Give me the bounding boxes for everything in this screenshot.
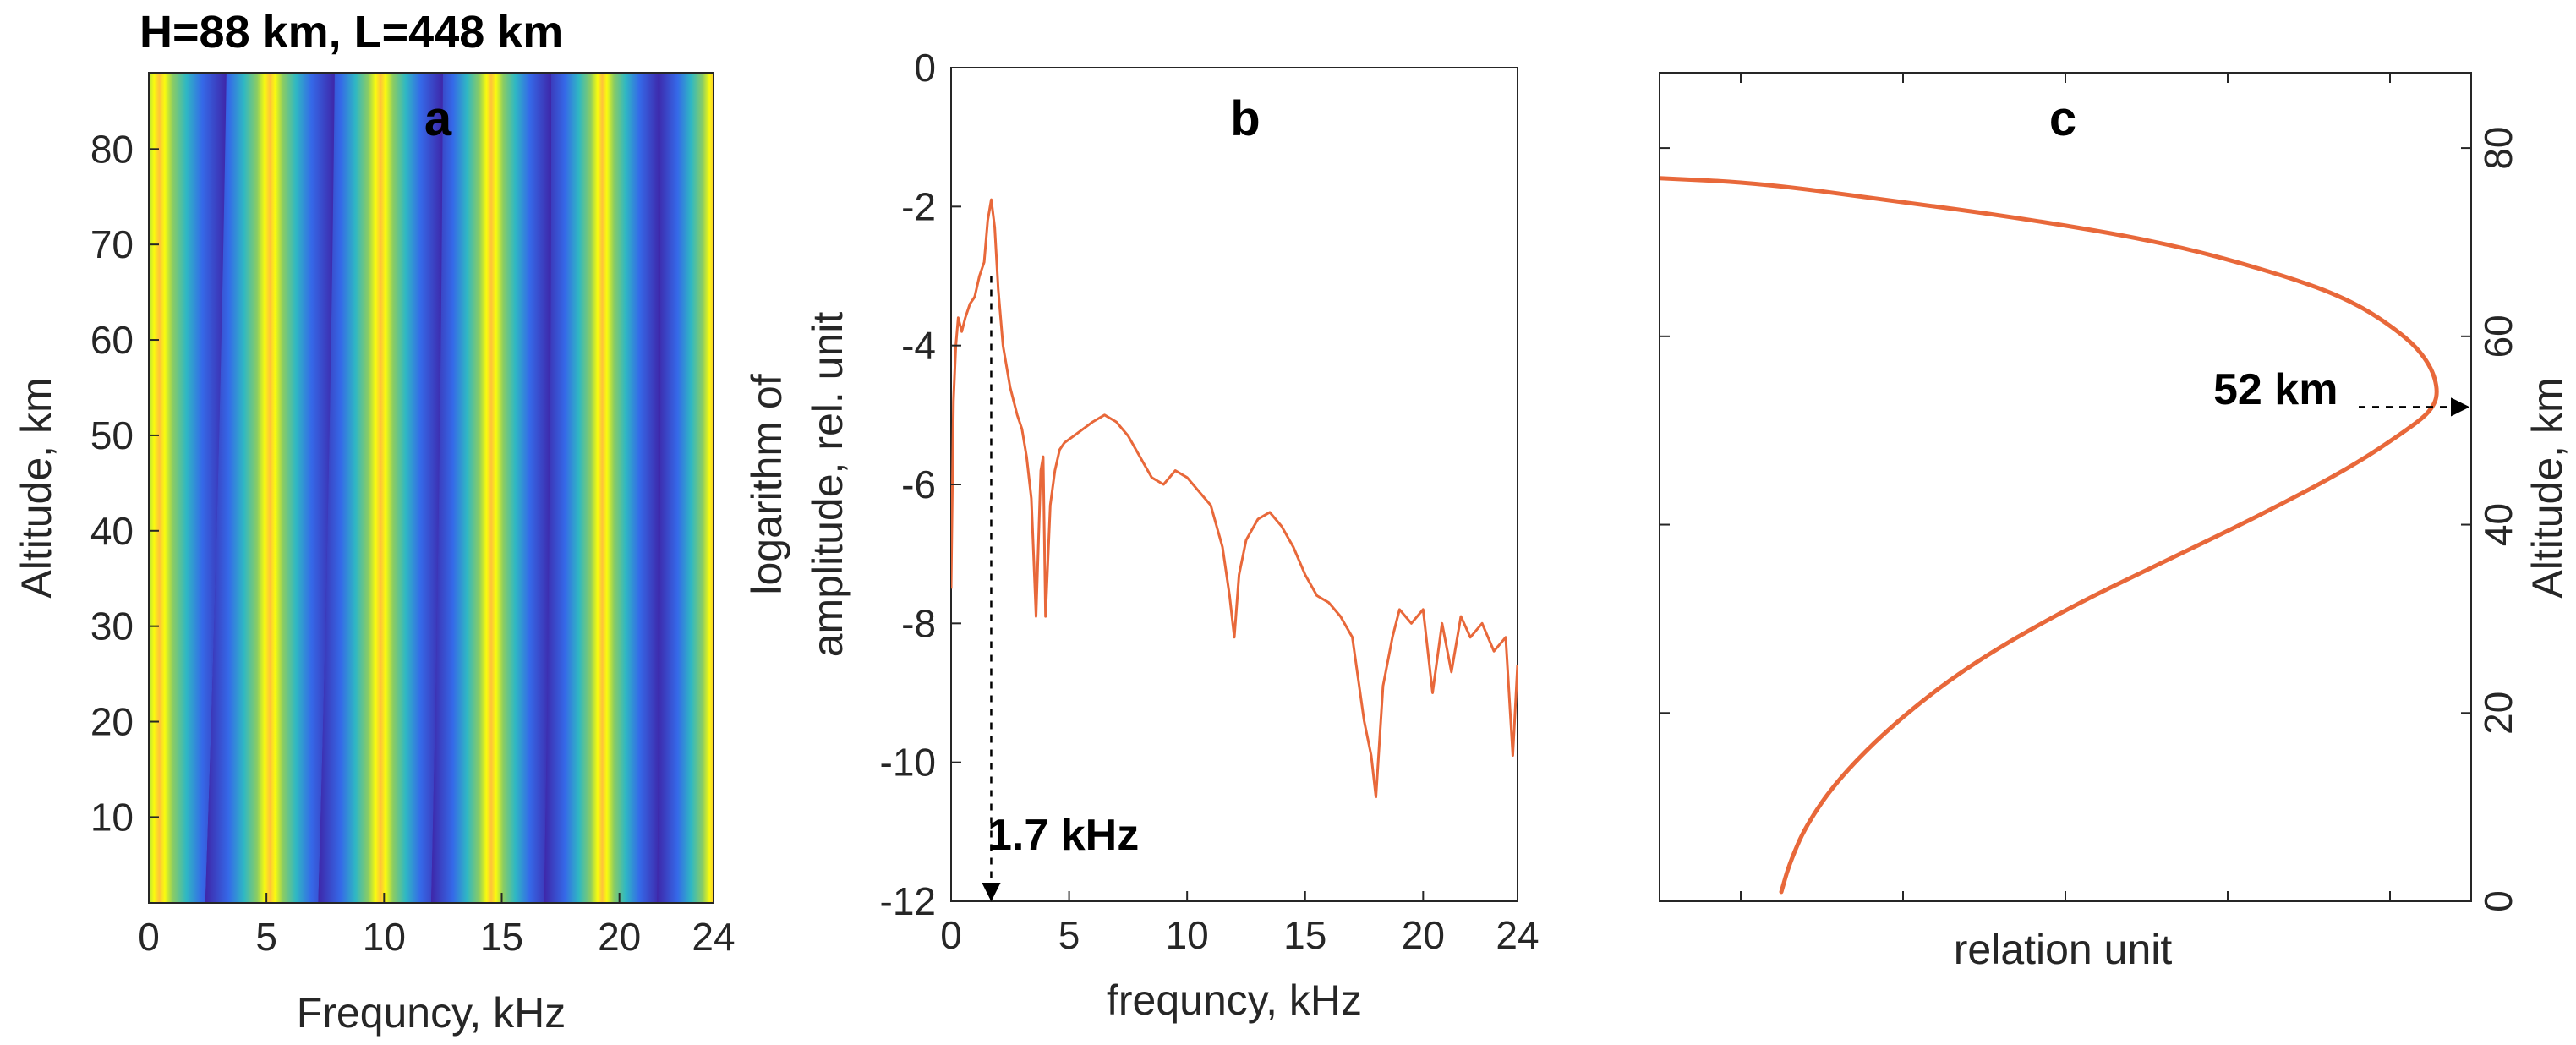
panel-a-title: H=88 km, L=448 km bbox=[139, 7, 563, 57]
panel-a-x-tick-label: 5 bbox=[255, 915, 277, 959]
panel-b-x-tick-label: 5 bbox=[1058, 913, 1080, 957]
panel-a-x-tick-label: 20 bbox=[598, 915, 641, 959]
panel-b-y-tick-label: -8 bbox=[901, 601, 936, 645]
panel-a-frame bbox=[148, 72, 714, 904]
panel-b-y-tick-label: -10 bbox=[880, 741, 936, 785]
panel-b-x-tick-label: 15 bbox=[1283, 913, 1326, 957]
panel-a-y-tick-label: 50 bbox=[90, 413, 134, 457]
panel-b-x-tick-label: 20 bbox=[1402, 913, 1445, 957]
panel-b-y-tick-label: 0 bbox=[914, 46, 936, 90]
panel-b-label: b bbox=[1230, 91, 1260, 146]
panel-b-y-ticks: 0 -2 -4 -6 -8 -10 -12 bbox=[880, 46, 961, 923]
peak-altitude-annotation: 52 km bbox=[2213, 365, 2338, 414]
panel-a-x-ticks: 0 5 10 15 20 24 bbox=[138, 893, 736, 959]
panel-a-y-tick-label: 20 bbox=[90, 700, 134, 744]
panel-b-frame bbox=[950, 67, 1518, 902]
panel-a-label: a bbox=[424, 91, 452, 146]
panel-a-y-tick-label: 10 bbox=[90, 795, 134, 839]
panel-a-y-tick-label: 80 bbox=[90, 127, 134, 171]
heatmap-band bbox=[318, 73, 443, 903]
panel-b-x-ticks: 0 5 10 15 20 24 bbox=[940, 891, 1540, 957]
panel-a-y-tick-label: 40 bbox=[90, 509, 134, 553]
panel-c-label: c bbox=[2049, 91, 2076, 146]
panel-b-y-tick-label: -4 bbox=[901, 324, 936, 368]
panel-b-x-axis-label: frequncy, kHz bbox=[1107, 977, 1362, 1024]
altitude-profile-line bbox=[1660, 176, 2439, 895]
panel-c-frame bbox=[1659, 72, 2472, 902]
panel-a-x-tick-label: 10 bbox=[363, 915, 406, 959]
panel-b-y-tick-label: -12 bbox=[880, 879, 936, 923]
panel-a-x-axis-label: Frequncy, kHz bbox=[297, 989, 566, 1037]
panel-a-y-axis-label: Altitude, km bbox=[13, 377, 60, 598]
panel-b-y-tick-label: -2 bbox=[901, 184, 936, 228]
panel-c-y-tick-label: 20 bbox=[2476, 692, 2520, 735]
heatmap-band bbox=[431, 73, 551, 903]
heatmap-band bbox=[657, 73, 714, 903]
panel-a-x-tick-label: 0 bbox=[138, 915, 160, 959]
panel-c-y-axis-label: Altitude, km bbox=[2524, 377, 2571, 598]
panel-a: H=88 km, L=448 km a 0 5 10 15 20 24 10 20 30 40 5… bbox=[13, 7, 736, 1037]
panel-b-x-tick-label: 0 bbox=[940, 913, 962, 957]
panel-c-y-ticks: 0 20 40 60 80 bbox=[1660, 127, 2520, 912]
panel-a-y-tick-label: 60 bbox=[90, 318, 134, 362]
panel-b: 1.7 kHz b 0 5 10 15 20 24 0 -2 -4 -6 -8 -10 -12 fre… bbox=[743, 46, 1540, 1024]
panel-a-y-tick-label: 70 bbox=[90, 222, 134, 266]
panel-c-y-tick-label: 80 bbox=[2476, 127, 2520, 170]
peak-frequency-annotation: 1.7 kHz bbox=[987, 811, 1139, 860]
panel-b-y-tick-label: -6 bbox=[901, 462, 936, 506]
panel-b-y-axis-label-line1: logarithm of bbox=[743, 374, 790, 594]
panel-c-y-tick-label: 40 bbox=[2476, 503, 2520, 546]
heatmap-band bbox=[544, 73, 661, 903]
panel-a-y-ticks: 10 20 30 40 50 60 70 80 bbox=[90, 127, 159, 839]
panel-a-y-tick-label: 30 bbox=[90, 605, 134, 648]
panel-c-x-axis-label: relation unit bbox=[1954, 926, 2173, 973]
panel-b-x-tick-label: 24 bbox=[1496, 913, 1539, 957]
panel-a-x-tick-label: 15 bbox=[480, 915, 523, 959]
heatmap-area bbox=[149, 73, 714, 903]
panel-c: 52 km c 0 20 40 60 80 relation unit Altitude… bbox=[1659, 72, 2571, 973]
panel-c-y-tick-label: 0 bbox=[2476, 890, 2520, 912]
spectrum-line bbox=[951, 198, 1518, 799]
panel-c-x-ticks bbox=[1740, 73, 2391, 901]
panel-b-y-axis-label-line2: amplitude, rel. unit bbox=[804, 312, 851, 658]
heatmap-band bbox=[205, 73, 335, 903]
heatmap-band bbox=[149, 73, 227, 903]
panel-b-x-tick-label: 10 bbox=[1166, 913, 1209, 957]
panel-c-y-tick-label: 60 bbox=[2476, 315, 2520, 358]
panel-a-x-tick-label: 24 bbox=[692, 915, 735, 959]
